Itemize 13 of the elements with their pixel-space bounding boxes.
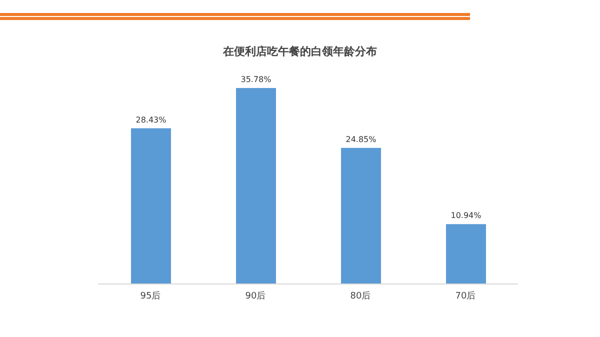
data-label: 24.85% [346,134,377,144]
data-label: 10.94% [450,211,482,220]
bar [131,128,171,284]
chart-title: 在便利店吃午餐的白领年龄分布 [222,44,378,59]
x-tick-label: 80后 [350,290,371,302]
x-tick-label: 70后 [455,290,476,302]
x-tick-label: 90后 [245,290,266,302]
bar [236,88,276,284]
bar [341,148,381,284]
data-label: 35.78% [240,75,272,84]
bar [446,224,486,284]
x-tick-label: 95后 [140,290,161,302]
data-label: 28.43% [136,115,167,124]
